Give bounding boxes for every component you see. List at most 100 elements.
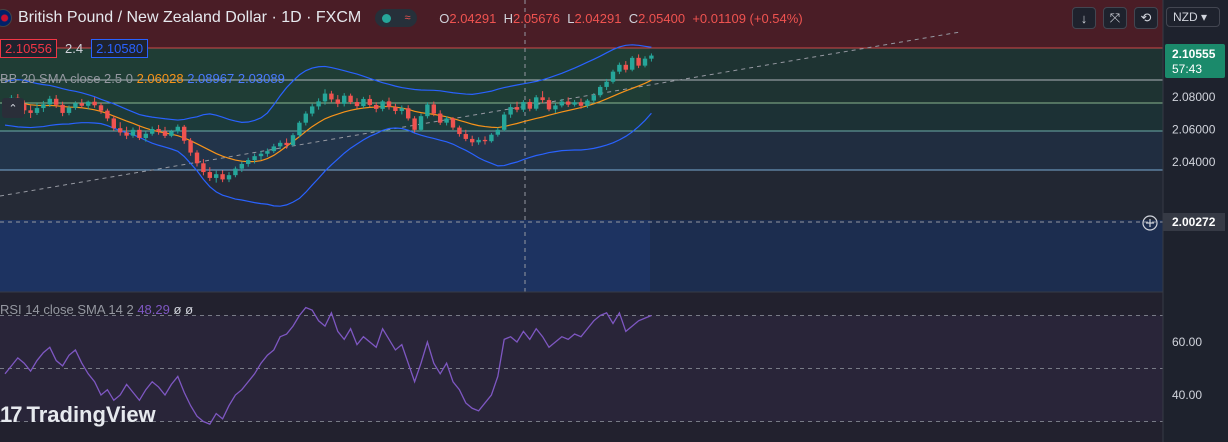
support-zone <box>0 220 1163 292</box>
rsi-label: RSI 14 close SMA 14 2 <box>0 302 134 317</box>
candle-body <box>188 140 193 153</box>
bb-legend[interactable]: BB 20 SMA close 2.5 0 2.06028 2.08967 2.… <box>0 71 285 86</box>
candle-body <box>335 99 340 104</box>
candle-body <box>546 100 552 110</box>
candle-body <box>310 106 315 114</box>
candle-body <box>591 95 596 101</box>
candle-body <box>246 160 251 164</box>
candle-body <box>54 98 59 105</box>
market-open-icon <box>381 13 391 23</box>
change-value: +0.01109 (+0.54%) <box>692 10 803 26</box>
tradingview-watermark: 17 TradingView <box>0 402 156 428</box>
candle-body <box>194 152 200 164</box>
price-tick-label: 2.06000 <box>1172 123 1216 137</box>
candle-body <box>438 113 443 123</box>
candle-body <box>521 102 526 110</box>
candle-body <box>233 168 238 176</box>
refresh-icon[interactable]: ⟲ <box>1134 7 1158 29</box>
candle-body <box>60 104 65 113</box>
candle-body <box>303 113 308 123</box>
candle-body <box>47 98 52 105</box>
candle-body <box>316 101 321 107</box>
candle-body <box>278 142 283 147</box>
rsi-tick-label: 40.00 <box>1172 388 1202 402</box>
candle-body <box>572 102 577 105</box>
candle-body <box>290 135 296 146</box>
open-value: 2.04291 <box>449 10 497 26</box>
quote-panel: 2.10556 2.4 2.10580 <box>0 37 149 59</box>
rsi-legend[interactable]: RSI 14 close SMA 14 2 48.29 ø ø <box>0 302 193 317</box>
candle-body <box>98 105 104 111</box>
market-status-pill[interactable]: ≈ <box>375 9 418 27</box>
bid-price-button[interactable]: 2.10556 <box>0 38 57 58</box>
candle-body <box>636 57 641 66</box>
candle-body <box>322 93 328 102</box>
crosshair-price-label: 2.00272 <box>1172 215 1216 229</box>
candle-body <box>284 142 289 146</box>
candle-body <box>610 71 616 82</box>
candle-body <box>73 103 78 108</box>
candle-body <box>156 129 161 132</box>
bb-upper-value: 2.08967 <box>187 71 235 86</box>
symbol-legend: British Pound / New Zealand Dollar · 1D … <box>0 4 803 32</box>
rsi-band <box>0 315 1163 422</box>
candle-body <box>508 107 513 115</box>
candle-body <box>566 101 571 105</box>
candle-body <box>514 107 520 110</box>
ohlc-values: O2.04291 H2.05676 L2.04291 C2.05400 +0.0… <box>439 11 802 26</box>
spread-value: 2.4 <box>65 40 84 56</box>
candle-body <box>105 110 110 119</box>
candle-body <box>297 122 302 136</box>
candle-body <box>271 146 276 152</box>
bb-basis-value: 2.06028 <box>136 71 184 86</box>
candle-body <box>22 103 27 111</box>
price-tick-label: 2.08000 <box>1172 90 1216 104</box>
candle-body <box>162 131 168 136</box>
rsi-pane <box>0 292 1163 442</box>
close-label: C <box>628 10 639 26</box>
collapse-icon[interactable]: ⤧ <box>1103 7 1127 29</box>
collapse-legend-icon[interactable]: ⌃ <box>2 98 24 118</box>
last-price-label: 2.10555 <box>1172 47 1216 61</box>
candle-body <box>495 129 500 135</box>
candle-body <box>137 129 142 138</box>
candle-body <box>28 110 33 113</box>
candle-body <box>214 174 219 178</box>
currency-select[interactable]: NZD ▾ <box>1166 7 1220 27</box>
candle-body <box>412 118 417 130</box>
candle-body <box>386 101 392 108</box>
watermark-text: TradingView <box>26 402 156 427</box>
open-label: O <box>439 10 450 26</box>
bb-lower-value: 2.03089 <box>237 71 285 86</box>
candle-body <box>354 102 360 107</box>
candle-body <box>265 151 270 154</box>
candle-body <box>367 98 372 105</box>
candle-body <box>66 107 72 113</box>
ask-price-button[interactable]: 2.10580 <box>91 38 149 58</box>
candle-body <box>450 118 456 128</box>
price-tick-label: 2.04000 <box>1172 155 1216 169</box>
candle-body <box>534 97 539 109</box>
candle-body <box>226 175 232 180</box>
last-price-tag <box>1165 44 1225 78</box>
candle-body <box>406 108 411 119</box>
candle-body <box>111 118 116 129</box>
down-arrow-icon[interactable]: ↓ <box>1072 7 1096 29</box>
candle-body <box>457 127 462 135</box>
crosshair-price-tag <box>1163 213 1225 231</box>
resistance-zone <box>0 0 1163 48</box>
close-value: 2.05400 <box>638 10 686 26</box>
candle-body <box>617 64 622 72</box>
candle-body <box>559 101 564 106</box>
low-value: 2.04291 <box>574 10 622 26</box>
countdown-label: 57:43 <box>1172 62 1202 76</box>
candle-body <box>527 102 532 109</box>
candle-body <box>380 101 385 109</box>
symbol-title[interactable]: British Pound / New Zealand Dollar · 1D … <box>18 9 362 26</box>
candle-body <box>649 55 654 59</box>
gbp-nzd-flag-icon <box>0 9 12 27</box>
rsi-line <box>4 306 652 425</box>
candle-body <box>252 156 257 161</box>
candle-body <box>329 93 334 100</box>
